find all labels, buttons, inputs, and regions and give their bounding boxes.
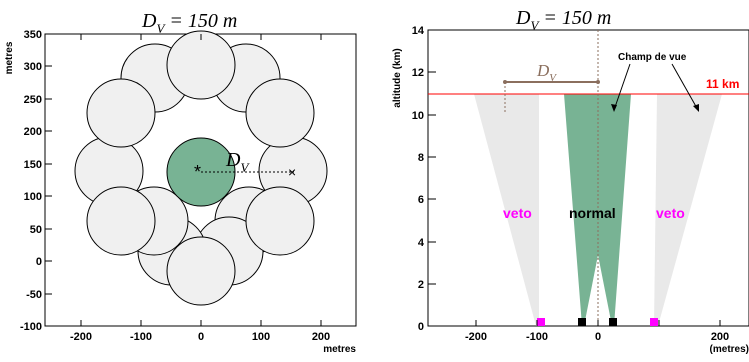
fov-arrow-right	[671, 63, 699, 111]
left-y-tick: 150	[24, 159, 42, 171]
ring-circle	[166, 236, 236, 306]
ring-circle	[245, 186, 315, 256]
left-x-tick: 0	[198, 331, 204, 343]
right-y-tick: 14	[412, 25, 425, 37]
altitude-11km-label: 11 km	[706, 77, 739, 91]
veto-left-label: veto	[503, 205, 532, 221]
ring-circle	[86, 78, 156, 148]
left-dv-label: DV	[225, 149, 250, 175]
fov-arrowhead-center	[611, 104, 617, 112]
right-x-tick: 200	[711, 331, 729, 343]
fov-label: Champ de vue	[618, 52, 687, 63]
left-y-tick: 200	[24, 126, 42, 138]
ring-circle	[166, 30, 236, 100]
left-y-label: metres	[4, 41, 15, 74]
right-y-tick: 6	[418, 194, 424, 206]
outer-ring	[74, 30, 328, 306]
fov-arrowhead-right	[693, 104, 699, 112]
left-y-tick: -100	[20, 321, 42, 333]
right-x-tick: -100	[526, 331, 548, 343]
veto-cone-right	[654, 94, 722, 326]
left-y-tick: 350	[24, 29, 42, 41]
left-y-tick: 250	[24, 94, 42, 106]
veto-detector-left	[537, 318, 545, 326]
left-x-axis	[80, 34, 322, 326]
left-x-tick: -100	[130, 331, 152, 343]
ring-circle	[86, 186, 156, 256]
right-y-tick: 10	[412, 110, 424, 122]
right-panel: 11 km DV Champ de vue veto normal veto D…	[392, 7, 749, 355]
fov-arrow-center	[613, 63, 631, 111]
dv-span-end	[503, 80, 507, 84]
left-x-tick: 100	[252, 331, 270, 343]
right-y-label: altitude (km)	[392, 48, 403, 107]
normal-detector-right	[609, 318, 617, 326]
normal-label: normal	[569, 205, 616, 221]
left-y-axis	[45, 33, 52, 327]
right-x-tick: 0	[595, 331, 601, 343]
dv-span-end	[596, 80, 600, 84]
left-y-tick: 100	[24, 191, 42, 203]
left-x-tick: -200	[70, 331, 92, 343]
left-panel: * × DV DV = 150 m -200 -100 0 100 200 me…	[4, 10, 357, 355]
right-y-tick: 2	[418, 279, 424, 291]
left-x-tick: 200	[312, 331, 330, 343]
right-x-tick: -200	[465, 331, 487, 343]
left-x-label: metres	[323, 344, 356, 355]
ring-circle	[245, 78, 315, 148]
right-y-tick: 4	[418, 237, 425, 249]
right-y-tick: 8	[418, 152, 424, 164]
left-title: DV = 150 m	[141, 10, 237, 36]
normal-detector-left	[578, 318, 586, 326]
right-x-axis	[475, 320, 721, 326]
right-x-label: (metres)	[710, 344, 749, 355]
right-dv-label: DV	[536, 61, 557, 84]
veto-cone-left	[474, 94, 539, 326]
right-y-tick: 0	[418, 321, 424, 333]
end-marker: ×	[288, 164, 296, 180]
center-marker: *	[194, 162, 201, 182]
left-y-tick: 0	[36, 256, 42, 268]
right-y-axis	[428, 29, 436, 327]
right-title: DV = 150 m	[515, 7, 611, 33]
veto-right-label: veto	[656, 205, 685, 221]
left-y-tick: 50	[30, 224, 42, 236]
right-y-tick: 12	[412, 67, 424, 79]
left-y-tick: 300	[24, 61, 42, 73]
left-y-tick: -50	[26, 289, 42, 301]
veto-detector-right	[650, 318, 658, 326]
